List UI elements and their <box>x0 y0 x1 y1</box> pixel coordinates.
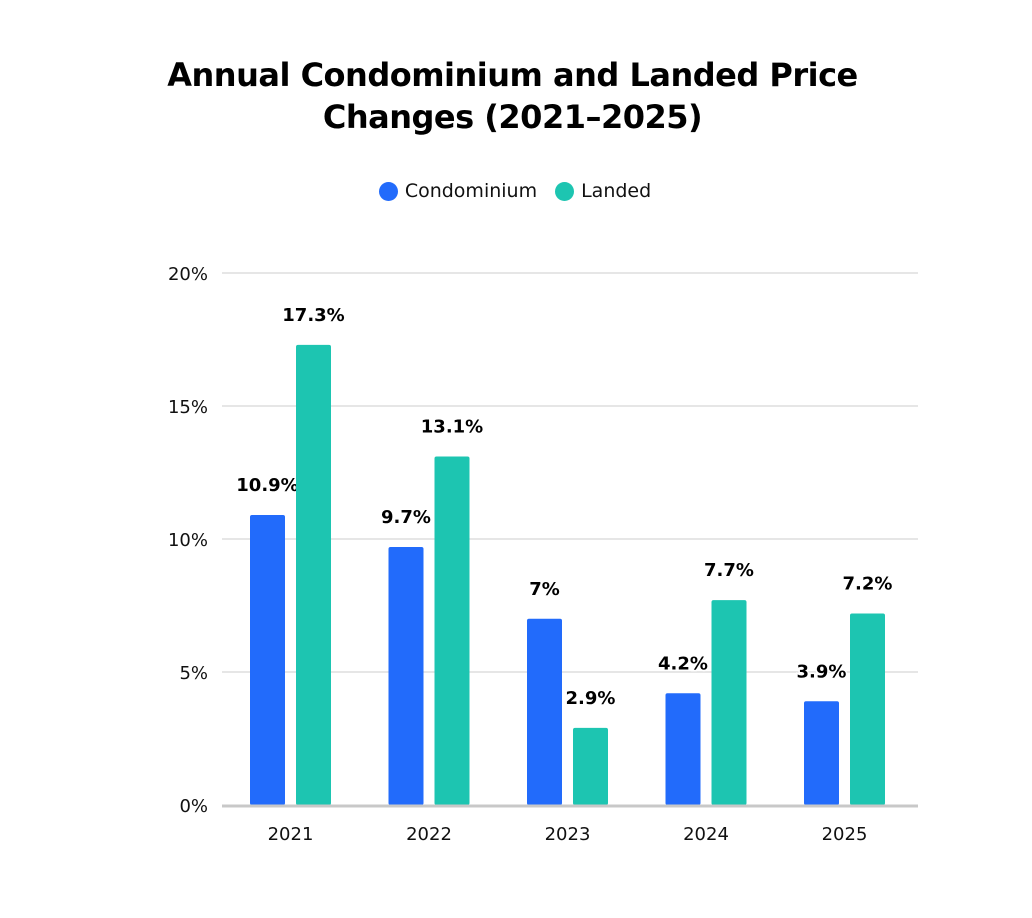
chart-title-line-2: Changes (2021–2025) <box>322 98 703 136</box>
data-label-landed-2022: 13.1% <box>421 417 483 438</box>
data-label-condominium-2023: 7% <box>529 579 560 600</box>
data-label-condominium-2024: 4.2% <box>658 653 708 674</box>
x-tick-label: 2021 <box>268 824 314 845</box>
legend-label-condominium: Condominium <box>404 180 538 202</box>
data-label-landed-2021: 17.3% <box>282 305 344 326</box>
bar-condominium-2024 <box>665 693 701 805</box>
data-label-condominium-2025: 3.9% <box>797 661 847 682</box>
bar-condominium-2022 <box>388 546 424 805</box>
legend-item-condominium[interactable]: Condominium <box>378 180 538 202</box>
bar-landed-2021 <box>296 344 331 805</box>
chart-title: Annual Condominium and Landed Price Chan… <box>0 54 1025 138</box>
bar-landed-2024 <box>711 600 747 805</box>
legend-item-landed[interactable]: Landed <box>555 180 651 202</box>
legend-swatch-condominium <box>378 181 398 201</box>
chart-title-line-1: Annual Condominium and Landed Price <box>167 56 858 94</box>
bar-condominium-2025 <box>804 701 839 805</box>
x-tick-label: 2024 <box>683 824 729 845</box>
y-tick-label: 0% <box>179 796 208 817</box>
x-tick-label: 2025 <box>822 824 868 845</box>
x-tick-label: 2022 <box>406 824 452 845</box>
bar-landed-2022 <box>434 456 470 805</box>
bar-condominium-2021 <box>250 515 285 805</box>
data-label-condominium-2022: 9.7% <box>381 507 431 528</box>
y-tick-label: 15% <box>168 397 208 418</box>
data-label-landed-2024: 7.7% <box>704 560 754 581</box>
y-tick-label: 10% <box>168 530 208 551</box>
bar-landed-2025 <box>850 613 885 805</box>
legend-label-landed: Landed <box>581 180 652 202</box>
data-label-landed-2025: 7.2% <box>843 573 893 594</box>
legend: Condominium Landed <box>0 180 1030 202</box>
y-tick-label: 5% <box>179 663 208 684</box>
y-tick-label: 20% <box>168 264 208 285</box>
legend-swatch-landed <box>555 181 575 201</box>
bar-condominium-2023 <box>527 618 562 805</box>
bar-landed-2023 <box>573 727 608 805</box>
data-label-landed-2023: 2.9% <box>566 688 616 709</box>
data-label-condominium-2021: 10.9% <box>236 475 298 496</box>
x-tick-label: 2023 <box>545 824 591 845</box>
